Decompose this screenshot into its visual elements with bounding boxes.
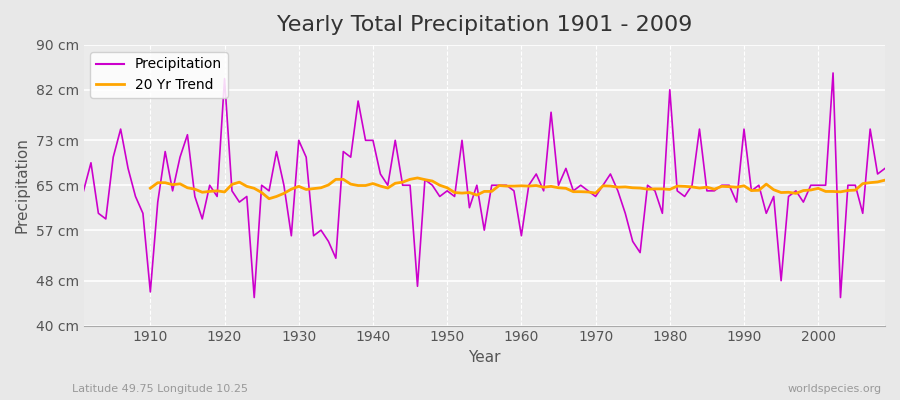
Legend: Precipitation, 20 Yr Trend: Precipitation, 20 Yr Trend — [91, 52, 228, 98]
X-axis label: Year: Year — [468, 350, 500, 365]
Y-axis label: Precipitation: Precipitation — [15, 137, 30, 233]
Text: worldspecies.org: worldspecies.org — [788, 384, 882, 394]
Text: Latitude 49.75 Longitude 10.25: Latitude 49.75 Longitude 10.25 — [72, 384, 248, 394]
Title: Yearly Total Precipitation 1901 - 2009: Yearly Total Precipitation 1901 - 2009 — [276, 15, 692, 35]
